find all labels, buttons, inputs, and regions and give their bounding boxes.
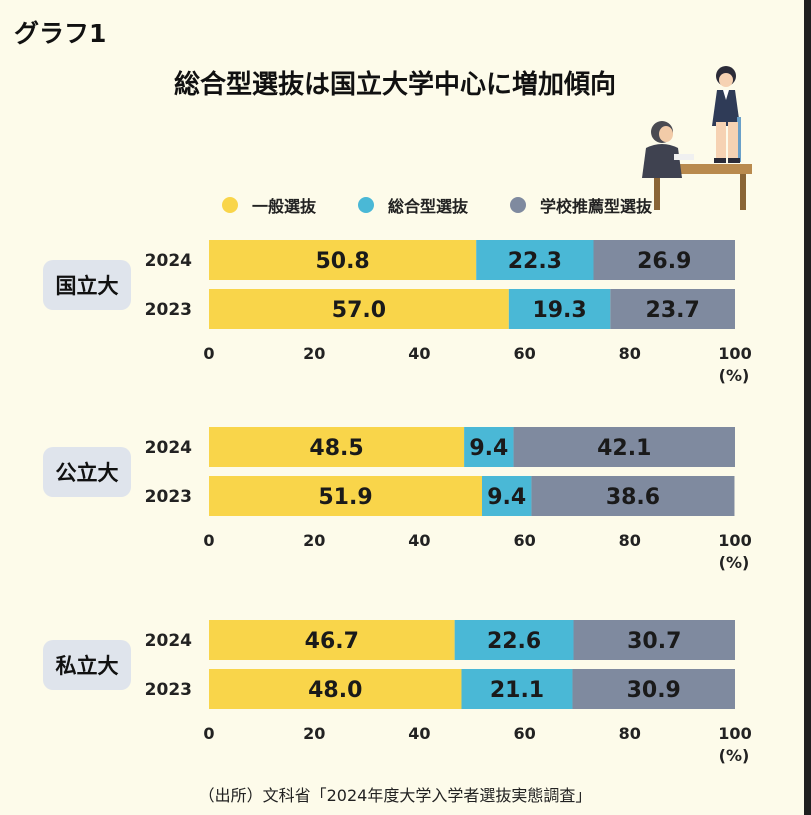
bar-segment-comprehensive xyxy=(461,669,573,709)
data-label: 48.0 xyxy=(308,678,362,703)
data-label: 38.6 xyxy=(606,485,660,510)
x-tick-label: 100 xyxy=(718,344,751,363)
x-tick-label: 80 xyxy=(619,344,641,363)
bar-segment-comprehensive xyxy=(476,240,594,280)
year-label: 2024 xyxy=(145,438,192,458)
x-tick-label: 40 xyxy=(408,724,430,743)
year-label: 2024 xyxy=(145,631,192,651)
group-badge xyxy=(43,260,131,310)
legend-dot-recommendation xyxy=(510,197,527,213)
axis-unit-label: (%) xyxy=(719,366,750,385)
data-label: 23.7 xyxy=(646,298,700,323)
legend-item-recommendation: 学校推薦型選抜 xyxy=(510,193,652,217)
legend-item-general: 一般選抜 xyxy=(222,193,316,217)
year-label: 2023 xyxy=(145,487,192,507)
data-label: 26.9 xyxy=(637,249,691,274)
group-label: 公立大 xyxy=(56,461,119,485)
bar-segment-general xyxy=(209,240,477,280)
legend-dot-general xyxy=(222,197,238,213)
x-tick-label: 0 xyxy=(203,531,214,550)
axis-unit-label: (%) xyxy=(719,746,750,765)
x-tick-label: 60 xyxy=(513,724,535,743)
bar-segment-recommendation xyxy=(531,476,735,516)
bar-segment-recommendation xyxy=(572,669,735,709)
legend-dot-comprehensive xyxy=(358,197,375,213)
year-label: 2023 xyxy=(145,680,192,700)
bar-segment-comprehensive xyxy=(508,289,611,329)
bar-segment-general xyxy=(209,289,509,329)
legend-label: 学校推薦型選抜 xyxy=(540,197,653,216)
bar-segment-general xyxy=(209,427,465,467)
group-badge xyxy=(43,640,131,690)
bar-segment-comprehensive xyxy=(454,620,574,660)
source-note: （出所）文科省「2024年度大学入学者選抜実態調査」 xyxy=(198,786,592,805)
x-tick-label: 60 xyxy=(513,531,535,550)
year-label: 2023 xyxy=(145,300,192,320)
data-label: 21.1 xyxy=(490,678,544,703)
data-label: 57.0 xyxy=(332,298,386,323)
interview-illustration-icon xyxy=(642,66,752,210)
data-label: 51.9 xyxy=(318,485,372,510)
bar-segment-comprehensive xyxy=(481,476,532,516)
bar-segment-recommendation xyxy=(610,289,735,329)
data-label: 30.7 xyxy=(627,629,681,654)
group-badge xyxy=(43,447,131,497)
x-tick-label: 100 xyxy=(718,724,751,743)
x-tick-label: 80 xyxy=(619,724,641,743)
x-tick-label: 40 xyxy=(408,344,430,363)
year-label: 2024 xyxy=(145,251,192,271)
data-label: 22.6 xyxy=(487,629,541,654)
bar-segment-recommendation xyxy=(593,240,735,280)
legend-label: 総合型選抜 xyxy=(388,197,469,216)
x-tick-label: 40 xyxy=(408,531,430,550)
x-tick-label: 20 xyxy=(303,531,325,550)
data-label: 9.4 xyxy=(487,485,526,510)
bar-segment-general xyxy=(209,669,462,709)
axis-unit-label: (%) xyxy=(719,553,750,572)
x-tick-label: 60 xyxy=(513,344,535,363)
data-label: 42.1 xyxy=(597,436,651,461)
legend: 一般選抜 総合型選抜 学校推薦型選抜 xyxy=(222,193,694,217)
data-label: 48.5 xyxy=(309,436,363,461)
data-label: 9.4 xyxy=(469,436,508,461)
x-tick-label: 80 xyxy=(619,531,641,550)
x-tick-label: 20 xyxy=(303,724,325,743)
bar-segment-general xyxy=(209,620,455,660)
x-tick-label: 100 xyxy=(718,531,751,550)
x-tick-label: 0 xyxy=(203,344,214,363)
group-label: 国立大 xyxy=(56,274,119,298)
data-label: 22.3 xyxy=(508,249,562,274)
bar-segment-general xyxy=(209,476,482,516)
data-label: 50.8 xyxy=(315,249,369,274)
legend-item-comprehensive: 総合型選抜 xyxy=(358,193,468,217)
data-label: 46.7 xyxy=(305,629,359,654)
bar-segment-recommendation xyxy=(513,427,735,467)
group-label: 私立大 xyxy=(56,654,119,678)
window-edge xyxy=(804,0,811,815)
legend-label: 一般選抜 xyxy=(252,197,317,216)
data-label: 19.3 xyxy=(532,298,586,323)
x-tick-label: 20 xyxy=(303,344,325,363)
data-label: 30.9 xyxy=(627,678,681,703)
chart-title: 総合型選抜は国立大学中心に増加傾向 xyxy=(173,70,616,100)
graph-number-label: グラフ1 xyxy=(14,19,107,48)
bar-segment-comprehensive xyxy=(464,427,514,467)
bar-segment-recommendation xyxy=(573,620,735,660)
x-tick-label: 0 xyxy=(203,724,214,743)
